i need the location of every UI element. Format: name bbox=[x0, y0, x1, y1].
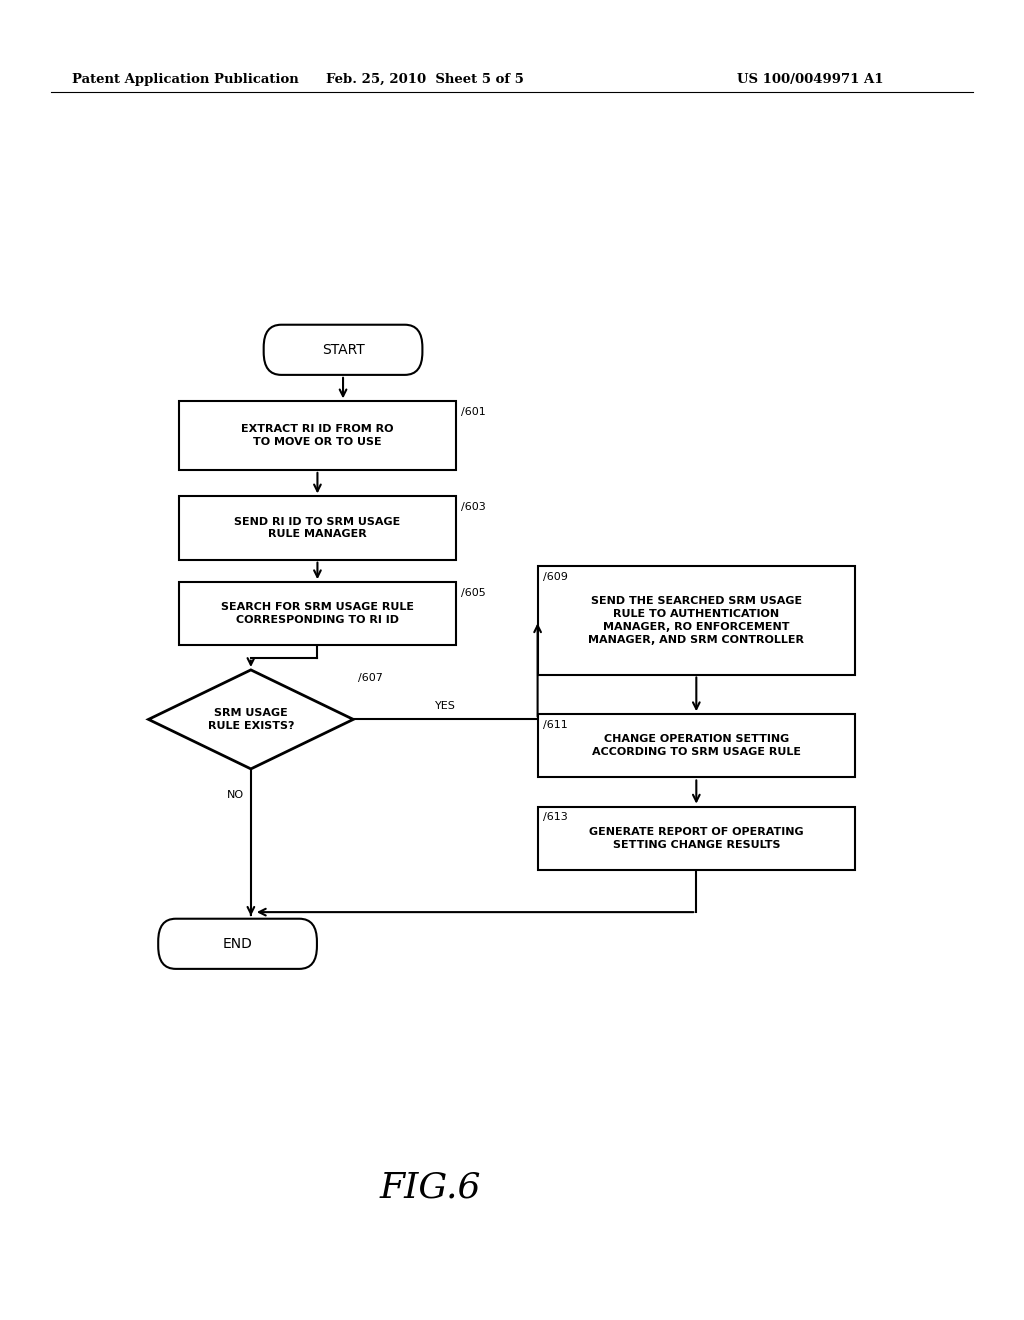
Text: EXTRACT RI ID FROM RO
TO MOVE OR TO USE: EXTRACT RI ID FROM RO TO MOVE OR TO USE bbox=[242, 424, 393, 447]
Text: CHANGE OPERATION SETTING
ACCORDING TO SRM USAGE RULE: CHANGE OPERATION SETTING ACCORDING TO SR… bbox=[592, 734, 801, 758]
Text: YES: YES bbox=[435, 701, 456, 711]
FancyBboxPatch shape bbox=[538, 566, 855, 675]
Text: Feb. 25, 2010  Sheet 5 of 5: Feb. 25, 2010 Sheet 5 of 5 bbox=[326, 73, 524, 86]
Text: END: END bbox=[222, 937, 253, 950]
Text: US 100/0049971 A1: US 100/0049971 A1 bbox=[737, 73, 884, 86]
Text: Patent Application Publication: Patent Application Publication bbox=[72, 73, 298, 86]
FancyBboxPatch shape bbox=[179, 582, 456, 645]
Text: NO: NO bbox=[227, 791, 244, 800]
FancyBboxPatch shape bbox=[538, 807, 855, 870]
Text: SRM USAGE
RULE EXISTS?: SRM USAGE RULE EXISTS? bbox=[208, 708, 294, 731]
Text: /607: /607 bbox=[358, 673, 383, 682]
Text: /603: /603 bbox=[461, 502, 485, 512]
Text: FIG.6: FIG.6 bbox=[379, 1171, 481, 1205]
Text: /611: /611 bbox=[543, 719, 567, 730]
Text: SEARCH FOR SRM USAGE RULE
CORRESPONDING TO RI ID: SEARCH FOR SRM USAGE RULE CORRESPONDING … bbox=[221, 602, 414, 626]
FancyBboxPatch shape bbox=[179, 496, 456, 560]
Text: /613: /613 bbox=[543, 812, 567, 822]
Text: SEND THE SEARCHED SRM USAGE
RULE TO AUTHENTICATION
MANAGER, RO ENFORCEMENT
MANAG: SEND THE SEARCHED SRM USAGE RULE TO AUTH… bbox=[589, 597, 804, 644]
Text: /601: /601 bbox=[461, 407, 485, 417]
Text: /605: /605 bbox=[461, 587, 485, 598]
FancyBboxPatch shape bbox=[538, 714, 855, 777]
FancyBboxPatch shape bbox=[159, 919, 317, 969]
FancyBboxPatch shape bbox=[179, 401, 456, 470]
Text: /609: /609 bbox=[543, 572, 567, 582]
Text: GENERATE REPORT OF OPERATING
SETTING CHANGE RESULTS: GENERATE REPORT OF OPERATING SETTING CHA… bbox=[589, 826, 804, 850]
FancyBboxPatch shape bbox=[264, 325, 422, 375]
Text: SEND RI ID TO SRM USAGE
RULE MANAGER: SEND RI ID TO SRM USAGE RULE MANAGER bbox=[234, 516, 400, 540]
Polygon shape bbox=[148, 671, 353, 768]
Text: START: START bbox=[322, 343, 365, 356]
